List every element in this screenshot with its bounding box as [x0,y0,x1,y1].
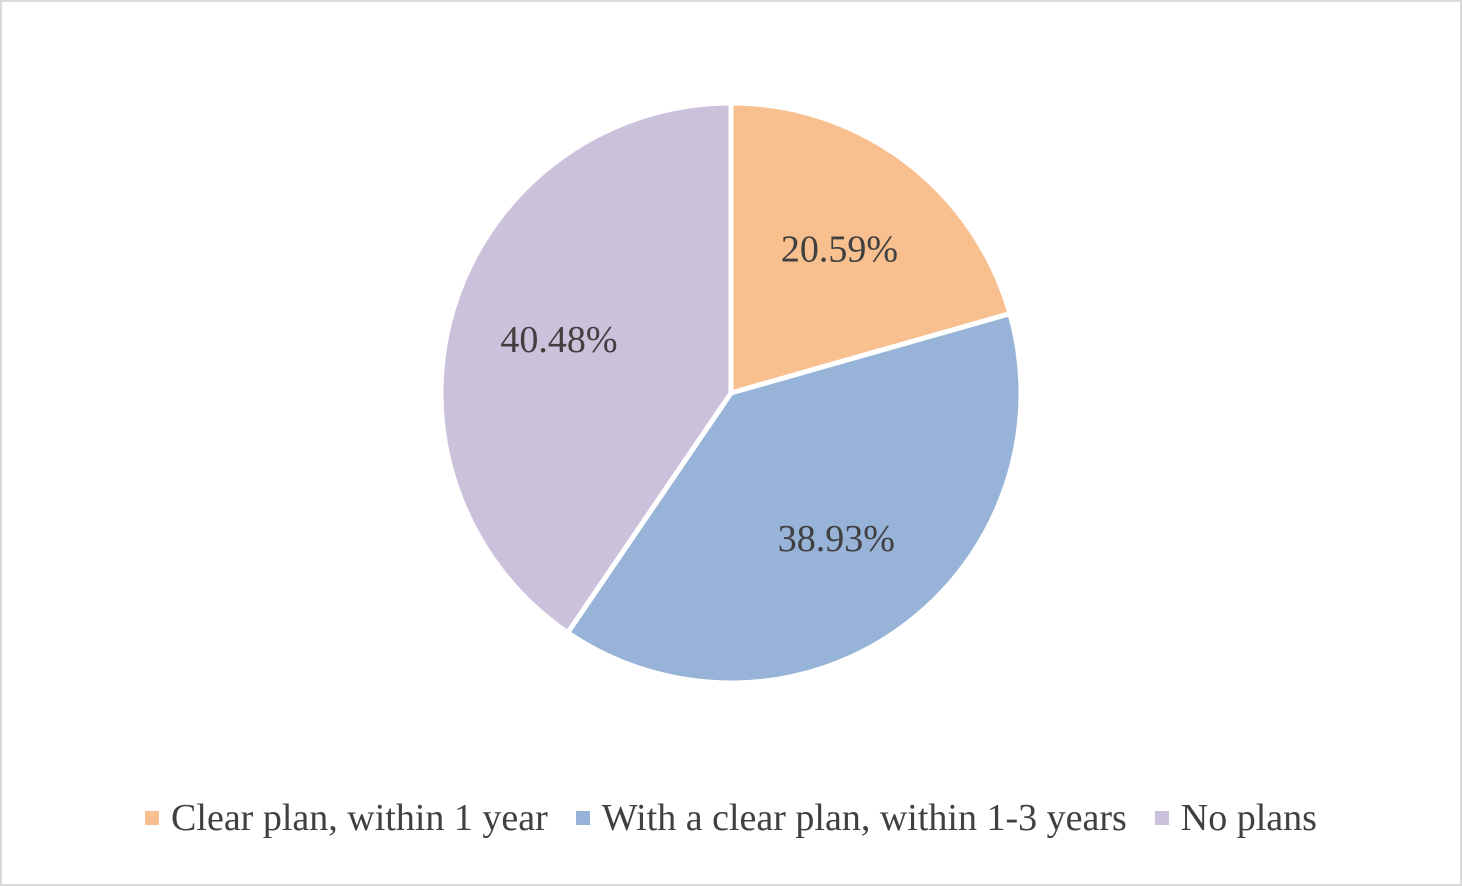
legend-item-clear-plan-1-year: Clear plan, within 1 year [145,796,548,840]
slice-label-no-plans: 40.48% [500,319,617,361]
pie-slice-no-plans [438,100,734,636]
legend: Clear plan, within 1 year With a clear p… [0,796,1462,840]
slice-label-clear-plan-1-year: 20.59% [781,228,898,270]
legend-swatch [575,811,590,825]
legend-swatch [145,811,160,825]
pie-slice-clear-plan-1-3-years [565,311,1024,686]
legend-swatch [1154,811,1169,825]
legend-label: With a clear plan, within 1-3 years [601,797,1127,839]
legend-label: No plans [1180,797,1317,839]
legend-label: Clear plan, within 1 year [171,797,548,839]
legend-item-clear-plan-1-3-years: With a clear plan, within 1-3 years [575,796,1127,840]
pie-slice-clear-plan-1-year [728,100,1013,396]
slice-label-clear-plan-1-3-years: 38.93% [778,518,895,560]
legend-item-no-plans: No plans [1154,796,1317,840]
